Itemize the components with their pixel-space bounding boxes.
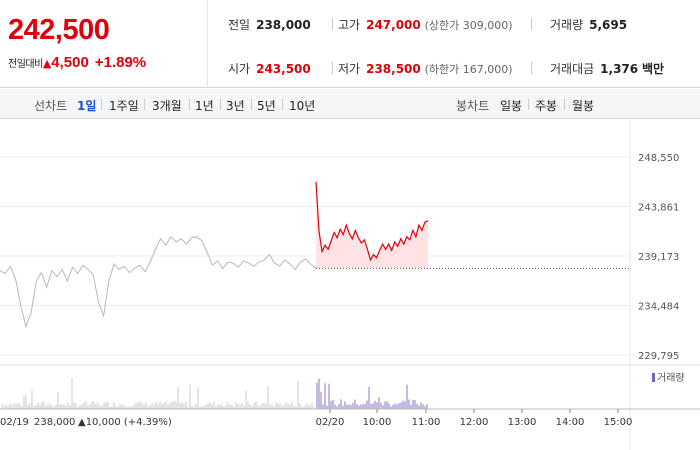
up-arrow-icon: ▲ — [42, 57, 52, 70]
open-stat: 시가 243,500 — [228, 60, 311, 77]
tab-monthly-candle[interactable]: 월봉 — [572, 99, 595, 113]
tab-5year[interactable]: 5년 — [257, 99, 276, 113]
change-label: 전일대비 — [8, 59, 43, 70]
tab-1year[interactable]: 1년 — [195, 99, 214, 113]
chart-svg: 248,550 243,861 239,173 234,484 229,795 거래량 02… — [0, 120, 700, 450]
low-stat: 저가 238,500 (하한가 167,000) — [338, 60, 513, 77]
open-value: 243,500 — [256, 62, 311, 76]
amount-label: 거래대금 — [550, 62, 595, 76]
open-label: 시가 — [228, 62, 251, 76]
tab-10year[interactable]: 10년 — [289, 99, 316, 113]
prev-close-label: 전일 — [228, 18, 251, 32]
change-row: 전일대비▲4,500 +1.89% — [8, 54, 146, 71]
upper-limit: (상한가 309,000) — [424, 19, 513, 32]
x-tick-label: 02/20 — [316, 417, 345, 428]
price-chart: 248,550 243,861 239,173 234,484 229,795 거래량 02… — [0, 120, 700, 450]
line-chart-label: 선차트 — [34, 99, 68, 113]
amount-unit: 백만 — [641, 62, 665, 76]
prev-day-price: 238,000 — [34, 417, 75, 428]
price-box: 242,500 전일대비▲4,500 +1.89% — [0, 0, 208, 88]
volume-legend-swatch — [652, 373, 655, 382]
change-value: 4,500 — [51, 54, 89, 71]
tab-1week[interactable]: 1주일 — [109, 99, 139, 113]
tab-weekly-candle[interactable]: 주봉 — [535, 99, 558, 113]
x-tick-label: 12:00 — [460, 417, 489, 428]
y-tick-label: 234,484 — [638, 302, 679, 313]
prev-close-value: 238,000 — [256, 18, 311, 32]
volume-value: 5,695 — [589, 18, 628, 32]
today-line — [315, 181, 429, 262]
tab-daily-candle[interactable]: 일봉 — [500, 99, 523, 113]
x-tick-label: 10:00 — [363, 417, 392, 428]
prev-day-line — [0, 235, 317, 329]
x-tick-label: 13:00 — [508, 417, 537, 428]
prev-day-change: ▲10,000 (+4.39%) — [78, 417, 172, 428]
low-value: 238,500 — [366, 62, 421, 76]
tab-3year[interactable]: 3년 — [226, 99, 245, 113]
low-label: 저가 — [338, 62, 361, 76]
high-value: 247,000 — [366, 18, 421, 32]
y-tick-label: 248,550 — [638, 153, 679, 164]
tab-3month[interactable]: 3개월 — [152, 99, 182, 113]
volume-label: 거래량 — [550, 18, 584, 32]
amount-stat: 거래대금 1,376 백만 — [550, 60, 664, 77]
prev-close-stat: 전일 238,000 — [228, 16, 311, 33]
x-tick-label: 15:00 — [604, 417, 633, 428]
tab-1day[interactable]: 1일 — [77, 99, 97, 113]
today-area-fill — [316, 181, 428, 269]
high-label: 고가 — [338, 18, 361, 32]
x-tick-label: 14:00 — [556, 417, 585, 428]
chart-tabs: 선차트 1일 1주일 3개월 1년 3년 5년 10년 봉차트 일봉 주봉 월봉 — [0, 89, 700, 119]
volume-legend-label: 거래량 — [657, 372, 685, 384]
volume-stat: 거래량 5,695 — [550, 16, 627, 33]
change-percent: +1.89% — [94, 54, 147, 71]
lower-limit: (하한가 167,000) — [424, 63, 513, 76]
y-tick-label: 229,795 — [638, 351, 679, 362]
prev-day-date: 02/19 — [0, 417, 29, 428]
current-price: 242,500 — [8, 14, 110, 46]
high-stat: 고가 247,000 (상한가 309,000) — [338, 16, 513, 33]
amount-value: 1,376 — [600, 62, 639, 76]
stock-summary: 242,500 전일대비▲4,500 +1.89% 전일 238,000 고가 247… — [0, 0, 700, 88]
candle-chart-label: 봉차트 — [456, 99, 490, 113]
y-tick-label: 239,173 — [638, 252, 679, 263]
y-tick-label: 243,861 — [638, 203, 679, 214]
x-tick-label: 11:00 — [412, 417, 441, 428]
